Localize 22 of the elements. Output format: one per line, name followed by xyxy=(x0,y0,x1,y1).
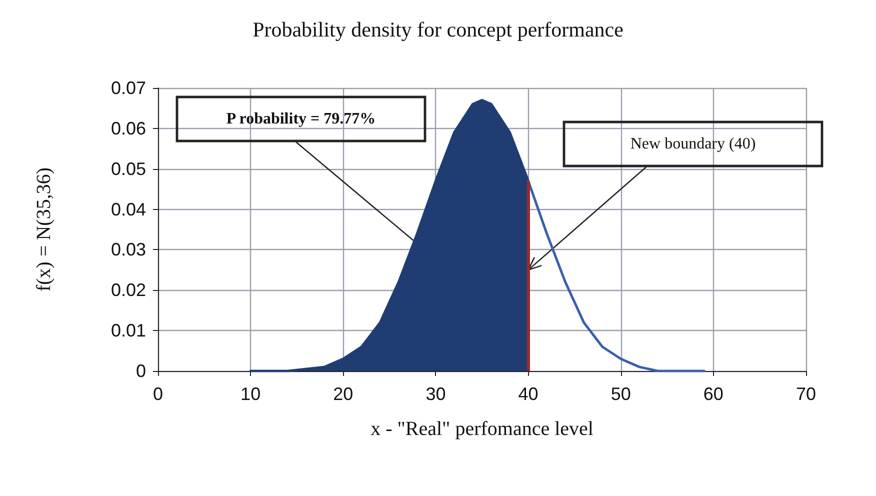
y-tick-label: 0 xyxy=(136,361,146,381)
x-tick-label: 40 xyxy=(518,384,538,404)
annotation: New boundary (40) xyxy=(630,136,756,152)
x-tick-label: 30 xyxy=(426,384,446,404)
chart-title: Probability density for concept performance xyxy=(252,18,624,42)
y-tick-label: 0.04 xyxy=(110,199,146,220)
annotation: P robability = 79.77% xyxy=(226,110,376,128)
x-tick-label: 10 xyxy=(240,384,261,404)
y-tick-label: 0.01 xyxy=(110,320,146,341)
x-axis-title: x - "Real" perfomance level xyxy=(370,418,594,440)
y-axis-title: f(x) = N(35,36) xyxy=(33,167,55,292)
line-series xyxy=(527,180,706,372)
x-tick-label: 50 xyxy=(610,384,631,404)
y-tick-label: 0.05 xyxy=(110,158,146,179)
x-tick-label: 0 xyxy=(152,384,164,404)
x-tick-label: 70 xyxy=(796,384,816,404)
y-tick-label: 0.03 xyxy=(110,240,146,260)
x-tick-label: 20 xyxy=(333,384,354,404)
y-tick-label: 0.07 xyxy=(110,78,146,98)
x-tick-label: 60 xyxy=(703,384,724,404)
y-tick-label: 0.06 xyxy=(110,118,146,138)
y-tick-label: 0.02 xyxy=(110,280,146,300)
